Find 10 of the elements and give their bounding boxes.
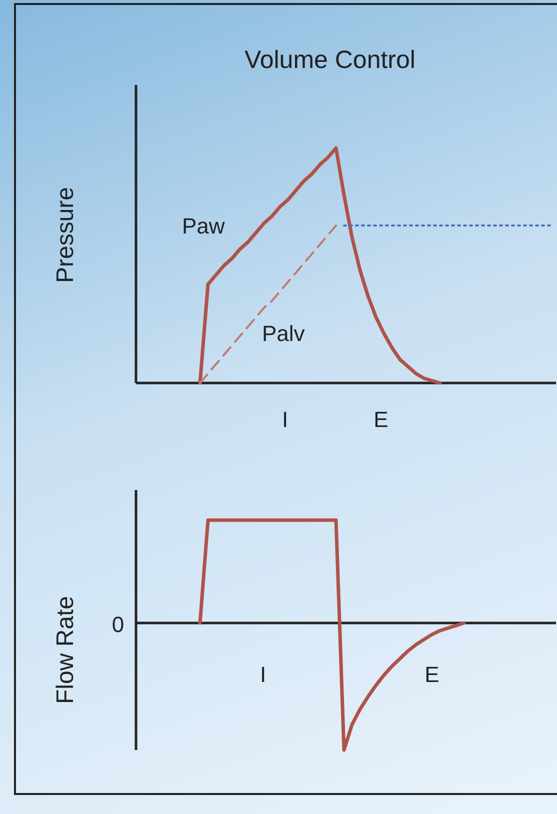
series-label: Palv [262,320,305,346]
annotation: E [424,662,440,687]
text: I [282,407,288,432]
annotation: I [260,662,266,687]
y-axis-title: Pressure [52,186,79,284]
text: E [374,407,388,432]
chart-title: Volume Control [244,46,416,74]
text: 0 [112,612,124,637]
series-label: Paw [182,213,225,238]
y-axis-title: Flow Rate [52,596,79,704]
